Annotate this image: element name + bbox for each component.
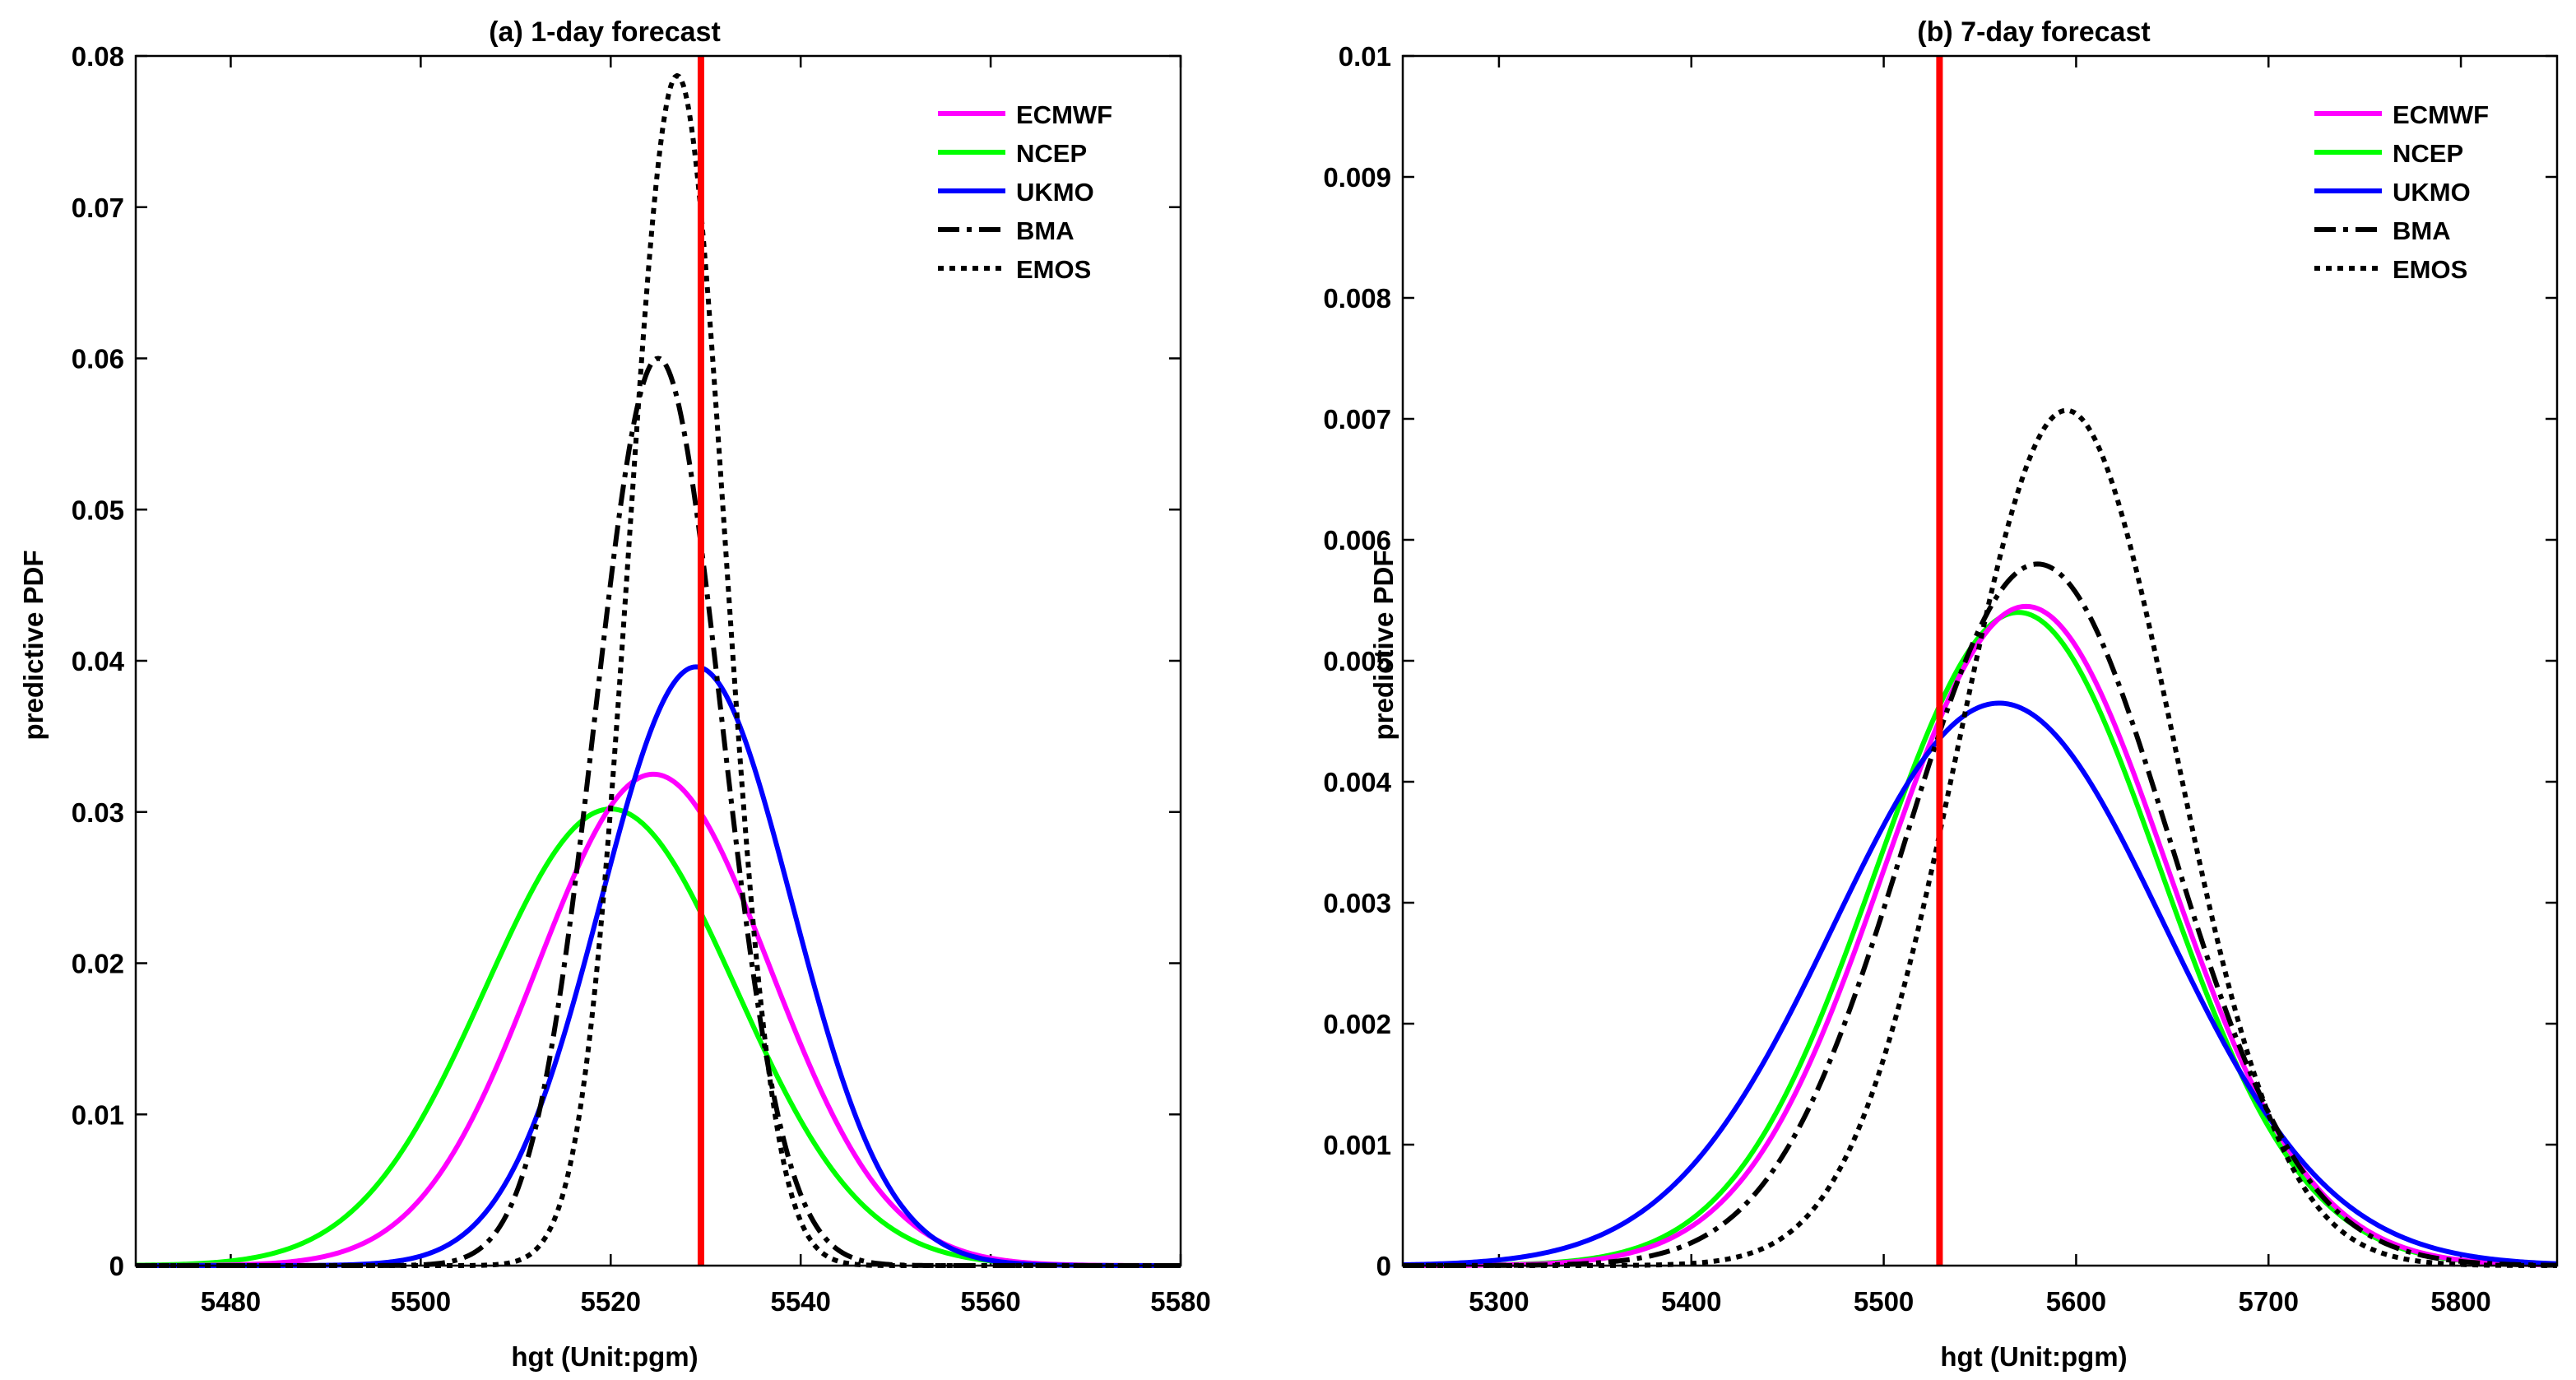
panel-7-day-forecast: (b) 7-day forecast hgt (Unit:pgm) predic… [1323, 16, 2559, 1372]
series-line-ncep [135, 806, 1181, 1268]
y-tick-label: 0.008 [1323, 283, 1391, 314]
curve-group [1402, 407, 2558, 1268]
legend-label-ecmwf: ECMWF [1016, 100, 1112, 129]
x-tick-label: 5560 [960, 1286, 1020, 1317]
y-tick-label: 0.009 [1323, 162, 1391, 193]
tick-group: 5480 5500 5520 5540 5560 5580 0 0.01 0.02 0.03 0.0… [72, 41, 1211, 1317]
x-tick-label: 5480 [201, 1286, 261, 1317]
y-axis-label: predictive PDF [1368, 550, 1399, 740]
curve-group [135, 72, 1181, 1268]
x-tick-label: 5300 [1469, 1286, 1529, 1317]
legend: ECMWF NCEP UKMO BMA EMOS [2314, 100, 2489, 284]
series-line-bma [1402, 561, 2558, 1268]
series-line-emos [1402, 407, 2558, 1268]
series-line-ecmwf [1402, 603, 2558, 1268]
series-line-emos [135, 72, 1181, 1268]
legend-label-ecmwf: ECMWF [2393, 100, 2489, 129]
x-tick-label: 5520 [581, 1286, 641, 1317]
y-tick-label: 0.006 [1323, 525, 1391, 555]
x-tick-label: 5500 [1854, 1286, 1914, 1317]
legend-label-ukmo: UKMO [2393, 178, 2471, 207]
y-axis-label: predictive PDF [18, 550, 49, 740]
tick-group: 5300 5400 5500 5600 5700 5800 0 0.001 0.002 0.003… [1323, 41, 2557, 1317]
legend-label-ncep: NCEP [2393, 139, 2463, 168]
axes-frame [1401, 54, 2559, 1267]
x-tick-label: 5400 [1661, 1286, 1721, 1317]
y-tick-label: 0.07 [72, 193, 124, 223]
y-tick-label: 0.01 [72, 1099, 124, 1130]
legend: ECMWF NCEP UKMO BMA EMOS [938, 100, 1112, 284]
series-line-bma [135, 355, 1181, 1268]
series-line-ecmwf [135, 771, 1181, 1268]
y-tick-label: 0.003 [1323, 888, 1391, 918]
legend-label-ncep: NCEP [1016, 139, 1087, 168]
y-tick-label: 0.002 [1323, 1009, 1391, 1039]
y-tick-label: 0.004 [1323, 767, 1391, 797]
x-tick-label: 5580 [1150, 1286, 1210, 1317]
y-tick-label: 0 [109, 1251, 124, 1281]
x-axis-label: hgt (Unit:pgm) [1940, 1341, 2127, 1372]
series-line-ncep [1402, 610, 2558, 1268]
x-tick-label: 5700 [2239, 1286, 2299, 1317]
y-tick-label: 0 [1376, 1251, 1391, 1281]
y-tick-label: 0.04 [72, 646, 125, 676]
x-tick-label: 5600 [2046, 1286, 2106, 1317]
y-tick-label: 0.05 [72, 495, 124, 525]
panel-title: (a) 1-day forecast [489, 16, 721, 48]
legend-label-bma: BMA [2393, 216, 2451, 245]
legend-label-bma: BMA [1016, 216, 1074, 245]
panel-title: (b) 7-day forecast [1917, 16, 2150, 48]
legend-label-emos: EMOS [1016, 255, 1091, 284]
x-tick-label: 5800 [2430, 1286, 2490, 1317]
x-axis-label: hgt (Unit:pgm) [511, 1341, 698, 1372]
y-tick-label: 0.08 [72, 41, 124, 72]
x-tick-label: 5540 [770, 1286, 830, 1317]
y-tick-label: 0.007 [1323, 404, 1391, 434]
series-line-ukmo [1402, 700, 2558, 1267]
legend-label-emos: EMOS [2393, 255, 2467, 284]
y-tick-label: 0.01 [1339, 41, 1391, 72]
axes-frame [134, 54, 1182, 1267]
y-tick-label: 0.005 [1323, 646, 1391, 676]
y-tick-label: 0.03 [72, 797, 124, 828]
x-tick-label: 5500 [391, 1286, 451, 1317]
legend-label-ukmo: UKMO [1016, 178, 1094, 207]
y-tick-label: 0.02 [72, 949, 124, 979]
series-line-ukmo [135, 664, 1181, 1268]
panel-1-day-forecast: (a) 1-day forecast hgt (Unit:pgm) predic… [18, 16, 1211, 1372]
y-tick-label: 0.06 [72, 344, 124, 374]
y-tick-label: 0.001 [1323, 1130, 1391, 1160]
